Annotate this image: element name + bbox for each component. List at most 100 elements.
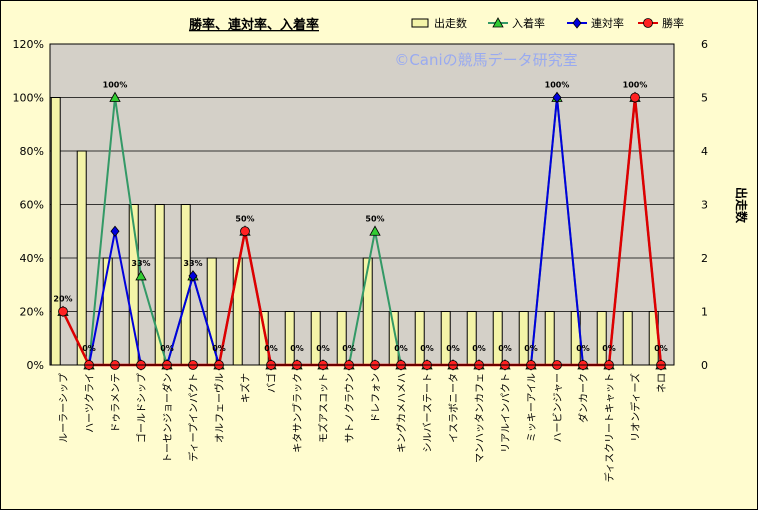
category-label: ディスクリートキャット: [603, 373, 616, 482]
data-label: 0%: [82, 344, 96, 353]
data-label: 33%: [183, 259, 202, 268]
data-label: 0%: [342, 344, 356, 353]
bar: [414, 311, 425, 366]
y-tick-label: 120%: [13, 38, 44, 51]
category-label: ゴールドシップ: [135, 373, 148, 443]
category-label: ハービンジャー: [552, 373, 564, 443]
point: [240, 226, 250, 237]
data-label: 100%: [623, 81, 648, 90]
category-label: ダンカーク: [577, 373, 590, 423]
y2-tick-label: 3: [701, 199, 708, 212]
category-label: イスラボニータ: [448, 373, 460, 443]
category-label: オルフェーヴル: [213, 373, 226, 443]
category-label: キングカメハメハ: [395, 373, 408, 453]
y2-tick-label: 4: [701, 145, 708, 158]
point: [135, 270, 147, 281]
category-label: ハーツクライ: [84, 373, 96, 433]
category-label: マンハッタンカフェ: [474, 373, 486, 463]
legend-label: 入着率: [512, 16, 545, 30]
data-label: 0%: [524, 344, 538, 353]
data-label: 100%: [103, 81, 128, 90]
data-label: 33%: [131, 259, 150, 268]
bar: [440, 311, 451, 366]
point: [188, 270, 198, 282]
legend-label: 連対率: [591, 16, 624, 30]
y-tick-label: 40%: [20, 252, 44, 265]
category-label: トーセンジョーダン: [161, 373, 174, 463]
data-label: 20%: [53, 295, 72, 304]
point: [572, 17, 582, 29]
data-label: 50%: [235, 214, 254, 223]
data-label: 0%: [290, 344, 304, 353]
bar: [284, 311, 295, 366]
y2-tick-label: 6: [701, 38, 708, 51]
point: [58, 306, 68, 317]
data-label: 0%: [576, 344, 590, 353]
point: [630, 92, 640, 103]
category-label: ディープインパクト: [187, 373, 200, 462]
data-label: 0%: [212, 344, 226, 353]
point: [109, 91, 121, 102]
category-label: キズナ: [239, 373, 252, 403]
data-label: 0%: [472, 344, 486, 353]
y-tick-label: 0%: [27, 359, 44, 372]
bar: [388, 311, 399, 366]
chart-title: 勝率、連対率、入着率: [189, 17, 319, 33]
category-label: バゴ: [265, 373, 278, 393]
category-label: キタサンブラック: [291, 373, 304, 453]
plot-border: [49, 43, 675, 366]
point: [492, 17, 504, 28]
legend: 出走数 入着率 連対率 勝率: [411, 16, 684, 30]
bar: [544, 311, 555, 366]
point: [552, 91, 562, 104]
bar: [310, 311, 321, 366]
y2-tick-label: 5: [701, 92, 708, 105]
y2-tick-label: 2: [701, 252, 708, 265]
bar: [466, 311, 477, 366]
bar: [102, 257, 113, 366]
y2-tick-label: 0: [701, 359, 708, 372]
category-label: サトノクラウン: [344, 373, 356, 443]
data-label: 0%: [654, 344, 668, 353]
bar: [50, 97, 61, 366]
data-label: 0%: [498, 344, 512, 353]
y-tick-label: 100%: [13, 92, 44, 105]
data-label: 0%: [394, 344, 408, 353]
data-label: 0%: [602, 344, 616, 353]
bar: [180, 204, 191, 366]
category-label: ルーラーシップ: [58, 373, 70, 443]
data-label: 50%: [365, 214, 384, 223]
data-label: 0%: [420, 344, 434, 353]
legend-label: 勝率: [662, 16, 684, 30]
y-tick-label: 60%: [20, 199, 44, 212]
data-label: 0%: [316, 344, 330, 353]
y2-axis-label: 出走数: [734, 187, 749, 224]
bar: [336, 311, 347, 366]
axes: 0% 20% 40% 60% 80% 100% 120% 0 1 2 3 4 5 6 ルーラーシップ ハーツク…: [13, 38, 708, 482]
watermark: ©Caniの競馬データ研究室: [394, 51, 577, 69]
y-tick-label: 80%: [20, 145, 44, 158]
data-labels: 20% 0% 100% 33% 0% 33% 0% 50% 0% 0% 0% 0% 50% 0% 0% 0% 0…: [53, 81, 667, 354]
category-label: ミッキーアイル: [527, 373, 538, 442]
bar: [492, 311, 503, 366]
y-tick-label: 20%: [20, 306, 44, 319]
category-label: シルバーステート: [422, 373, 434, 453]
legend-swatch: [411, 18, 429, 28]
data-label: 0%: [264, 344, 278, 353]
category-label: ドレフォン: [371, 373, 382, 423]
bar: [518, 311, 529, 366]
point: [643, 18, 653, 28]
point: [110, 225, 120, 237]
legend-label: 出走数: [434, 16, 467, 30]
category-label: リオンディーズ: [629, 373, 642, 442]
bar: [76, 150, 87, 366]
bar: [622, 311, 633, 366]
category-label: ドゥラメンテ: [110, 373, 122, 433]
category-label: ネロ: [656, 373, 668, 393]
y2-tick-label: 1: [701, 306, 708, 319]
point: [369, 225, 381, 236]
data-label: 0%: [160, 344, 174, 353]
bar: [362, 257, 373, 366]
bar: [596, 311, 607, 366]
